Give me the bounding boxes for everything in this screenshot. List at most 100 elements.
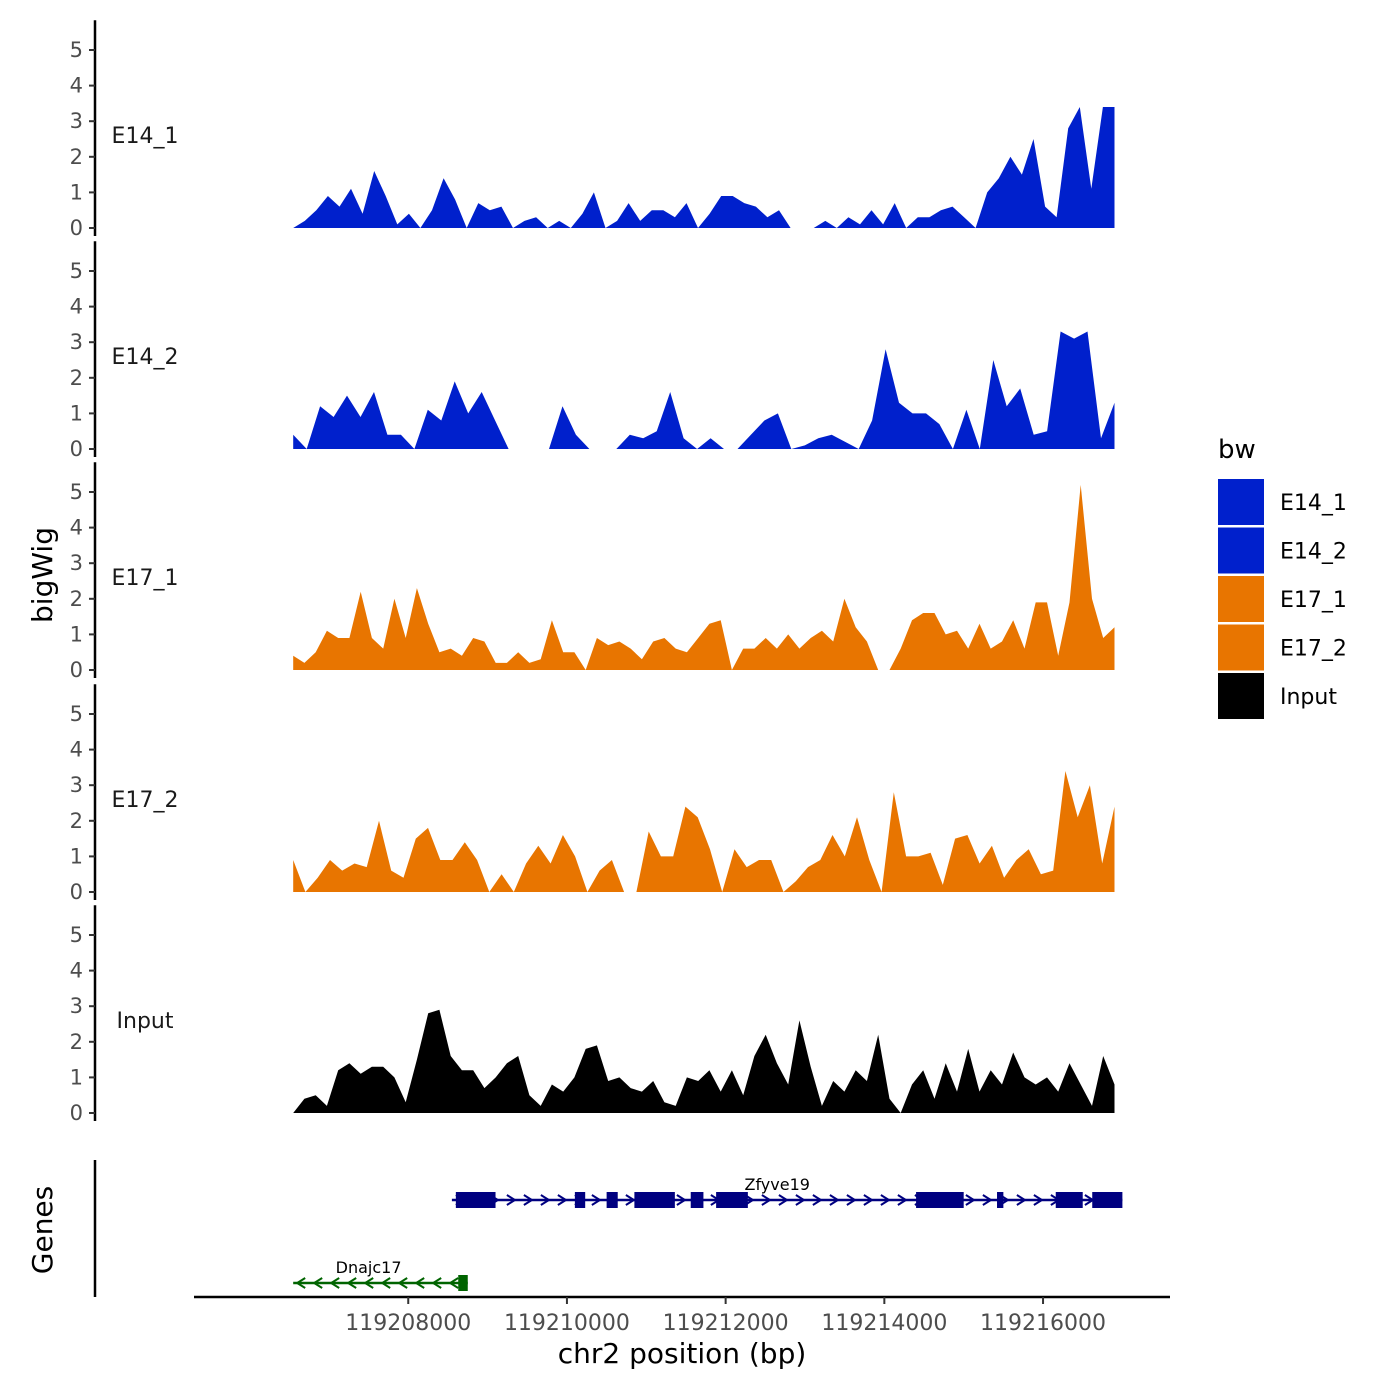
y-tick-label: 4 [70, 738, 83, 762]
y-tick-label: 3 [70, 330, 83, 354]
strand-arrow [363, 1277, 374, 1289]
y-tick-label: 4 [70, 516, 83, 540]
legend-swatch [1218, 527, 1264, 574]
legend-label: Input [1280, 685, 1337, 710]
exon [716, 1192, 748, 1208]
y-tick-label: 3 [70, 551, 83, 575]
x-tick-label: 119212000 [663, 1311, 789, 1336]
strand-arrow [414, 1277, 425, 1289]
y-tick-label: 0 [70, 880, 83, 904]
track-label: E17_1 [112, 566, 179, 591]
y-tick-label: 4 [70, 74, 83, 98]
track-label: E14_1 [112, 124, 179, 149]
legend-label: E14_2 [1280, 540, 1347, 565]
y-tick-label: 0 [70, 216, 83, 240]
legend-item: E17_1 [1218, 576, 1347, 622]
y-tick-label: 0 [70, 437, 83, 461]
y-tick-label: 1 [70, 622, 83, 646]
legend: bw E14_1 E14_2 E17_1 E17_2 Input [1218, 435, 1347, 719]
strand-arrow [829, 1194, 840, 1206]
strand-arrow [965, 1194, 976, 1206]
legend-item: E17_2 [1218, 624, 1347, 671]
legend-label: E17_1 [1280, 588, 1347, 613]
y-tick-label: 0 [70, 658, 83, 682]
strand-arrow [380, 1277, 391, 1289]
gene-dnajc17: Dnajc17 [293, 1258, 468, 1291]
exon [574, 1192, 586, 1208]
y-tick-label: 2 [70, 1030, 83, 1054]
track-label: E17_2 [112, 788, 179, 813]
strand-arrow [1033, 1194, 1044, 1206]
x-tick-label: 119210000 [504, 1311, 630, 1336]
y-tick-label: 4 [70, 959, 83, 983]
strand-arrow [329, 1277, 340, 1289]
strand-arrow [591, 1194, 602, 1206]
legend-swatch [1218, 479, 1264, 525]
y-tick-label: 5 [70, 480, 83, 504]
y-tick-label: 3 [70, 109, 83, 133]
legend-swatch [1218, 576, 1264, 622]
legend-swatch [1218, 624, 1264, 671]
exon [455, 1192, 496, 1208]
gene-label: Dnajc17 [336, 1258, 402, 1277]
strand-arrow [812, 1194, 823, 1206]
strand-arrow [846, 1194, 857, 1206]
exon [916, 1192, 964, 1208]
strand-arrow [431, 1277, 442, 1289]
strand-arrow [557, 1194, 568, 1206]
track-e17-1: 0 1 2 3 4 5 E17_1 [70, 462, 1115, 682]
strand-arrow [778, 1194, 789, 1206]
x-tick-label: 119208000 [345, 1311, 471, 1336]
track-input: 0 1 2 3 4 5 Input [70, 905, 1115, 1125]
y-tick-label: 2 [70, 587, 83, 611]
gene-panel-title: Genes [26, 1186, 59, 1274]
y-tick-label: 5 [70, 702, 83, 726]
coverage-area [293, 331, 1115, 449]
legend-label: E17_2 [1280, 637, 1347, 662]
strand-arrow [295, 1277, 306, 1289]
legend-swatch [1218, 673, 1264, 719]
x-tick-label: 119216000 [980, 1311, 1106, 1336]
track-label: Input [117, 1009, 174, 1034]
strand-arrow [761, 1194, 772, 1206]
gene-track: Zfyve19 Dnajc17 [93, 1160, 1123, 1297]
x-axis: 119208000 119210000 119212000 119214000 1192… [194, 1295, 1170, 1336]
track-e17-2: 0 1 2 3 4 5 E17_2 [70, 684, 1115, 904]
track-label: E14_2 [112, 345, 179, 370]
strand-arrow [880, 1194, 891, 1206]
y-tick-label: 5 [70, 38, 83, 62]
strand-arrow [346, 1277, 357, 1289]
y-tick-label: 4 [70, 295, 83, 319]
strand-arrow [982, 1194, 993, 1206]
track-e14-1: 0 1 2 3 4 5 E14_1 [70, 20, 1115, 240]
strand-arrow [795, 1194, 806, 1206]
x-tick-label: 119214000 [821, 1311, 947, 1336]
exon [997, 1192, 1004, 1208]
y-tick-label: 2 [70, 366, 83, 390]
strand-arrow [863, 1194, 874, 1206]
y-tick-label: 2 [70, 809, 83, 833]
y-tick-label: 5 [70, 923, 83, 947]
y-tick-label: 2 [70, 145, 83, 169]
strand-arrow [897, 1194, 908, 1206]
y-tick-label: 1 [70, 401, 83, 425]
exon [1055, 1192, 1083, 1208]
strand-arrow [540, 1194, 551, 1206]
track-e14-2: 0 1 2 3 4 5 E14_2 [70, 241, 1115, 461]
y-tick-label: 0 [70, 1101, 83, 1125]
y-tick-label: 1 [70, 1065, 83, 1089]
exon [1092, 1192, 1123, 1208]
coverage-area [293, 484, 1115, 670]
coverage-area [293, 1009, 1115, 1113]
exon [634, 1192, 675, 1208]
strand-arrow [625, 1194, 636, 1206]
y-tick-label: 1 [70, 844, 83, 868]
strand-arrow [523, 1194, 534, 1206]
exon [458, 1275, 468, 1291]
legend-label: E14_1 [1280, 491, 1347, 516]
strand-arrow [312, 1277, 323, 1289]
y-tick-label: 3 [70, 994, 83, 1018]
strand-arrow [397, 1277, 408, 1289]
legend-item: Input [1218, 673, 1337, 719]
